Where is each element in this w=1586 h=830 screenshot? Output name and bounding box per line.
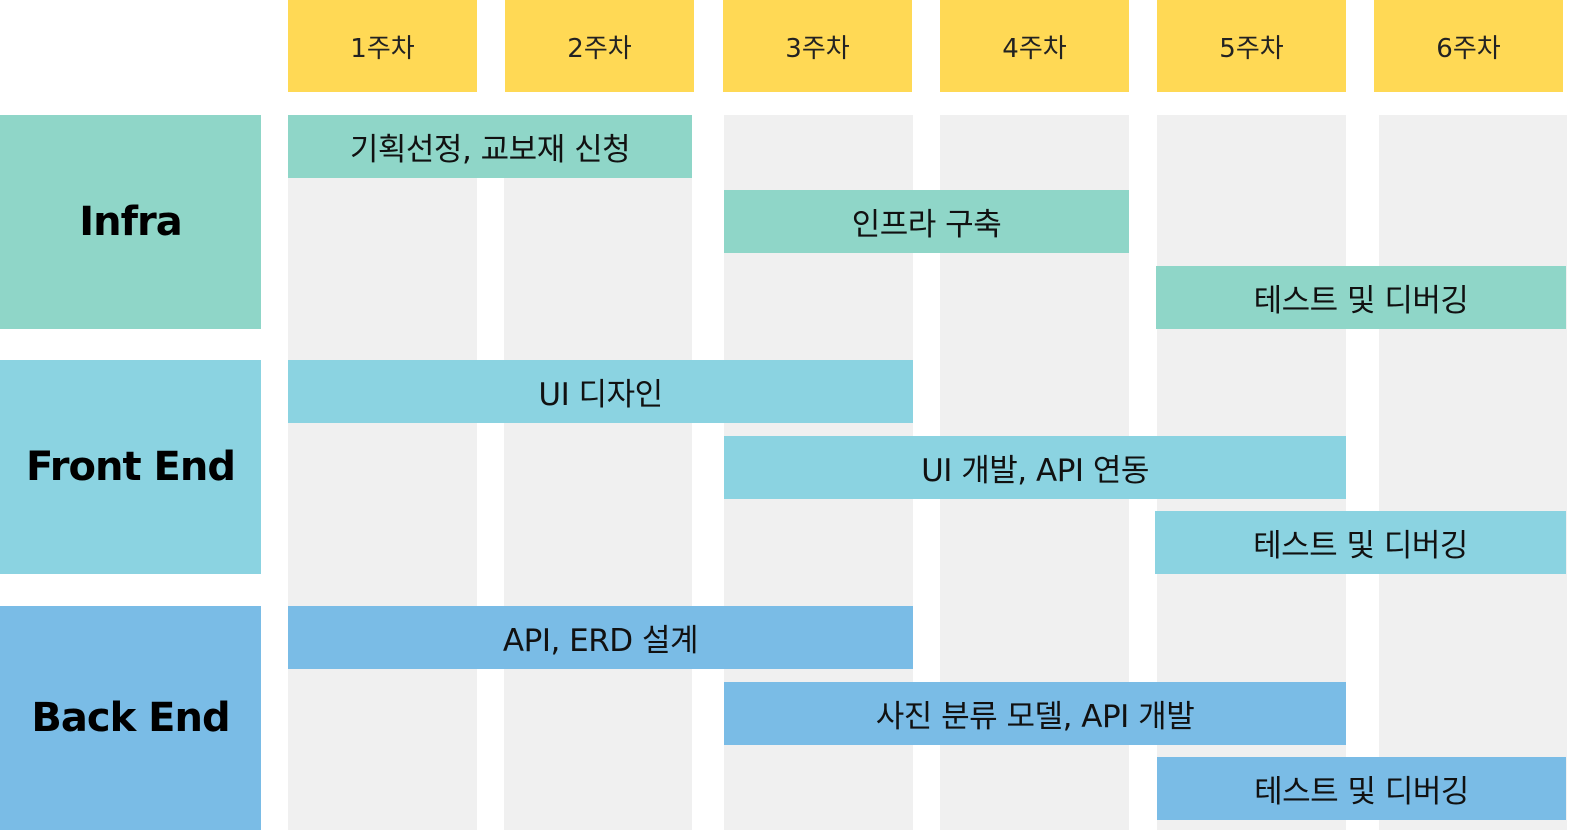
week-header-4: 4주차 xyxy=(940,0,1129,92)
week-header-2: 2주차 xyxy=(505,0,694,92)
task-fe-dev: UI 개발, API 연동 xyxy=(724,436,1346,499)
task-infra-planning: 기획선정, 교보재 신청 xyxy=(288,115,692,178)
week-header-6: 6주차 xyxy=(1374,0,1563,92)
week-column-6 xyxy=(1379,115,1567,830)
week-column-1 xyxy=(288,115,477,830)
task-infra-test: 테스트 및 디버깅 xyxy=(1156,266,1566,329)
row-label-infra: Infra xyxy=(0,115,261,329)
week-column-2 xyxy=(504,115,692,830)
week-header-1: 1주차 xyxy=(288,0,477,92)
week-header-3: 3주차 xyxy=(723,0,912,92)
task-fe-test: 테스트 및 디버깅 xyxy=(1155,511,1566,574)
task-be-dev: 사진 분류 모델, API 개발 xyxy=(724,682,1346,745)
row-label-frontend: Front End xyxy=(0,360,261,574)
week-header-5: 5주차 xyxy=(1157,0,1346,92)
task-infra-build: 인프라 구축 xyxy=(724,190,1129,253)
task-fe-design: UI 디자인 xyxy=(288,360,913,423)
task-be-design: API, ERD 설계 xyxy=(288,606,913,669)
row-label-backend: Back End xyxy=(0,606,261,830)
task-be-test: 테스트 및 디버깅 xyxy=(1157,757,1566,820)
